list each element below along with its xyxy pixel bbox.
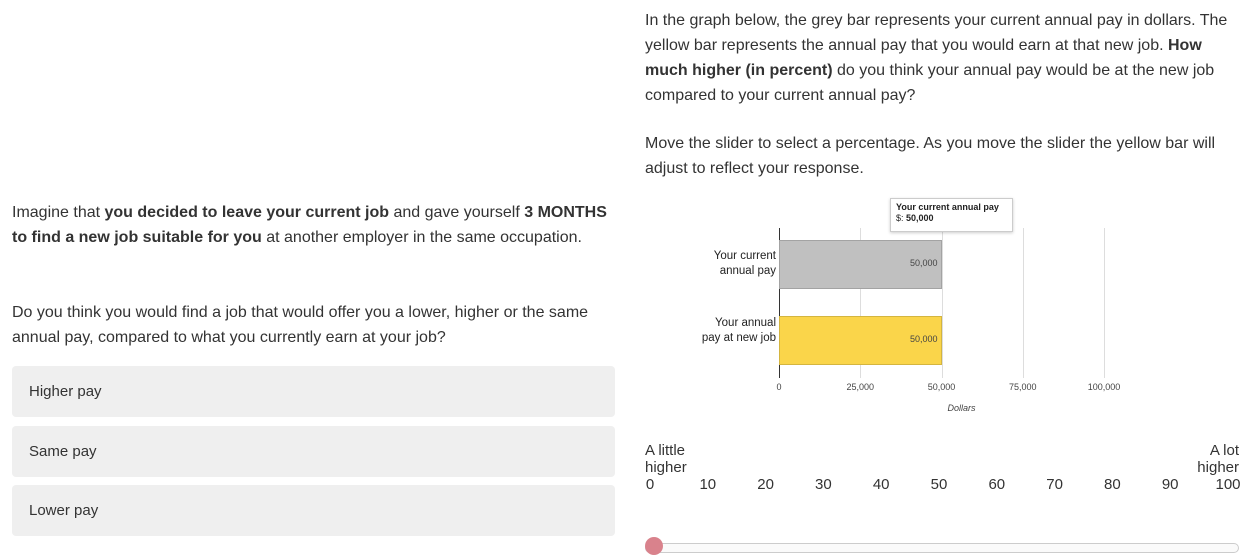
slider-tick-label: 90 [1161,476,1179,493]
slider-min-label: A little higher [645,442,687,476]
slider-tick-label: 10 [699,476,717,493]
slider-tick-label: 50 [930,476,948,493]
bold-text: How much higher (in percent) [645,37,1202,79]
slider-tick-label: 20 [757,476,774,493]
slider-tick-label: 70 [1046,476,1063,493]
slider-instructions: Move the slider to select a percentage. … [645,135,1216,177]
slider-tick-label: 80 [1104,476,1121,493]
question: Do you think you would find a job that w… [12,304,589,346]
intro: Imagine that you decided to leave your c… [12,200,612,250]
slider-handle[interactable] [645,537,663,555]
option[interactable]: Same pay [12,426,615,477]
option[interactable]: Lower pay [12,485,615,536]
instructions: In the graph below, the grey bar represe… [645,8,1243,108]
text: and gave yourself [389,204,525,221]
slider-track[interactable] [645,543,1239,553]
text: Imagine that [12,204,105,221]
slider-tick-label: 40 [872,476,890,493]
slider-tick-label: 30 [815,476,832,493]
slider-max-label: A lot higher [1197,442,1239,476]
bold-text: you decided to leave your current job [104,204,390,221]
text: In the graph below, the grey bar represe… [645,12,1228,54]
bold-text: 3 MONTHS to find a new job suitable for … [12,204,607,246]
slider-tick-label: 0 [645,476,655,493]
text: do you think your annual pay would be at… [645,62,1215,104]
slider-tick-label: 60 [988,476,1006,493]
option[interactable]: Higher pay [12,366,615,417]
text: at another employer in the same occupati… [261,229,582,246]
slider-tick-label: 100 [1215,476,1241,493]
